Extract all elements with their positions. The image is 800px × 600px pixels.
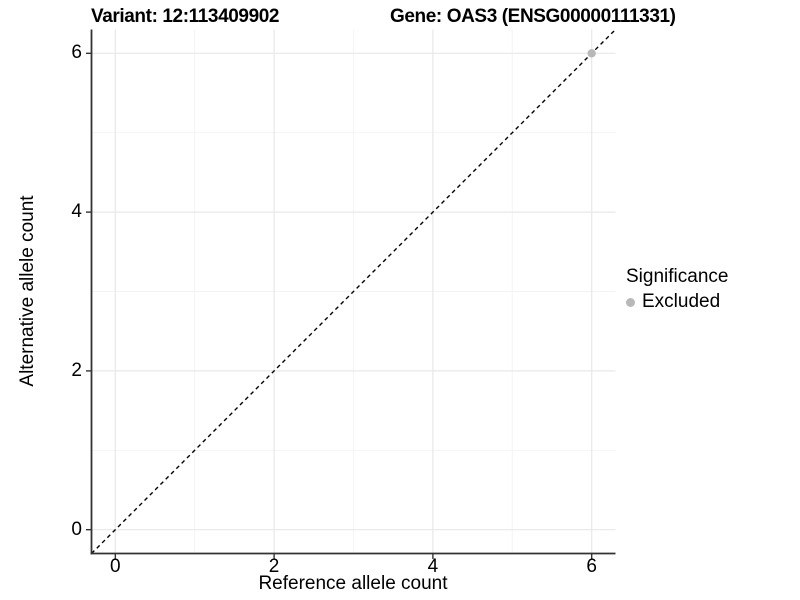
legend-item: Excluded xyxy=(626,291,728,313)
legend: Significance Excluded xyxy=(626,266,728,313)
legend-title: Significance xyxy=(626,266,729,287)
y-tick-label: 6 xyxy=(71,42,82,64)
y-axis-title: Alternative allele count xyxy=(17,195,38,387)
y-tick-label: 4 xyxy=(71,201,82,223)
plot-title-gene: Gene: OAS3 (ENSG00000111331) xyxy=(390,6,676,27)
x-tick-label: 0 xyxy=(110,556,121,577)
legend-items: Excluded xyxy=(626,291,728,313)
x-tick-label: 4 xyxy=(427,556,439,577)
x-tick-label: 2 xyxy=(268,556,280,577)
y-tick-label: 0 xyxy=(71,518,82,540)
legend-item-label: Excluded xyxy=(642,291,721,312)
y-tick-label: 2 xyxy=(71,359,82,381)
identity-dashed-line xyxy=(91,29,616,554)
data-point-excluded xyxy=(587,49,596,58)
plot-title-variant: Variant: 12:113409902 xyxy=(91,6,280,27)
legend-point-icon xyxy=(626,297,635,307)
x-axis-title: Reference allele count xyxy=(258,573,448,594)
x-tick-label: 6 xyxy=(586,556,597,577)
